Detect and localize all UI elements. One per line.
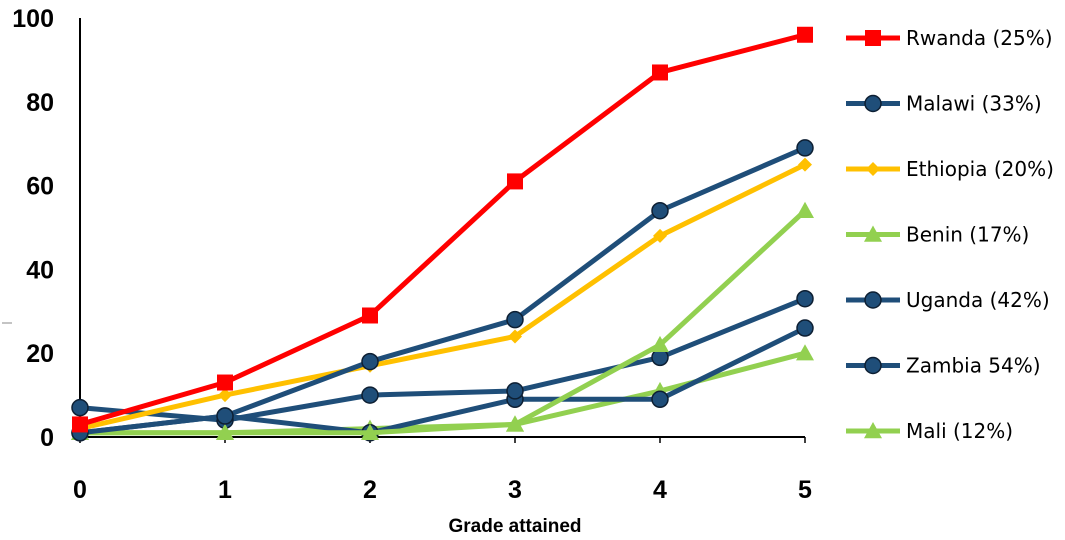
x-tick-label: 0: [73, 476, 87, 504]
series-line: [79, 32, 806, 427]
series-line: [79, 162, 807, 432]
data-point: [506, 310, 524, 329]
legend-item: Zambia 54%): [846, 354, 1041, 378]
series-1: [72, 26, 813, 433]
data-point: [218, 388, 232, 403]
axes: [2, 18, 805, 438]
x-tick-label: 3: [508, 476, 522, 504]
legend-label: Uganda (42%): [906, 288, 1050, 312]
data-point: [71, 398, 89, 417]
data-point: [797, 26, 813, 43]
y-tick-label: 100: [12, 5, 54, 33]
legend-item: Mali (12%): [846, 419, 1013, 443]
legend-label: Mali (12%): [906, 419, 1013, 443]
series-line: [80, 208, 807, 436]
legend: Rwanda (25%) Malawi (33%) Ethiopia (20%) Be…: [846, 26, 1054, 443]
legend-item: Malawi (33%): [846, 92, 1042, 116]
legend-marker: [865, 30, 881, 46]
legend-item: Ethiopia (20%): [846, 157, 1054, 181]
data-point: [796, 201, 814, 218]
data-point: [796, 139, 814, 157]
x-tick-label: 4: [653, 476, 667, 504]
data-point: [651, 390, 669, 409]
x-tick-labels: 0 1 2 3 4 5: [73, 437, 812, 504]
data-point: [507, 173, 523, 190]
legend-label: Zambia 54%): [906, 354, 1041, 378]
data-point: [796, 344, 814, 361]
data-point: [652, 64, 668, 81]
y-tick-label: 60: [26, 173, 54, 201]
y-tick-label: 80: [26, 89, 54, 117]
legend-item: Rwanda (25%): [846, 26, 1053, 50]
data-point: [651, 201, 669, 220]
data-point: [506, 415, 524, 432]
y-tick-labels: 0 20 40 60 80 100: [12, 5, 54, 452]
data-point: [796, 289, 814, 308]
data-point: [216, 407, 234, 425]
data-point: [508, 329, 522, 344]
legend-item: Uganda (42%): [846, 288, 1050, 312]
y-tick-label: 40: [26, 256, 54, 284]
legend-label: Benin (17%): [906, 223, 1029, 247]
data-point: [362, 307, 378, 324]
data-point: [653, 228, 667, 243]
data-point: [361, 386, 379, 404]
data-point: [651, 335, 669, 353]
legend-marker: [864, 356, 882, 375]
legend-marker: [864, 422, 882, 439]
x-tick-label: 1: [218, 476, 232, 504]
series-5: [71, 289, 814, 429]
series-2: [71, 139, 814, 442]
x-tick-label: 2: [363, 476, 377, 504]
x-axis-label: Grade attained: [448, 516, 581, 537]
legend-marker: [864, 291, 882, 309]
data-point: [72, 416, 88, 433]
series-line: [79, 145, 806, 436]
series-layer: [71, 26, 814, 442]
legend-label: Rwanda (25%): [906, 26, 1053, 50]
y-tick-label: 20: [26, 340, 54, 368]
legend-marker: [864, 225, 882, 242]
y-tick-label: 0: [40, 424, 54, 452]
data-point: [361, 352, 379, 371]
data-point: [217, 374, 233, 391]
series-4: [71, 201, 814, 441]
data-point: [506, 382, 524, 400]
data-point: [361, 423, 379, 441]
legend-label: Malawi (33%): [906, 92, 1042, 116]
x-tick-label: 5: [798, 476, 812, 504]
data-point: [796, 319, 814, 337]
legend-item: Benin (17%): [846, 223, 1029, 247]
data-point: [216, 423, 234, 441]
legend-label: Ethiopia (20%): [906, 157, 1054, 181]
legend-marker: [866, 162, 880, 176]
legend-marker: [864, 94, 882, 113]
data-point: [798, 157, 812, 172]
